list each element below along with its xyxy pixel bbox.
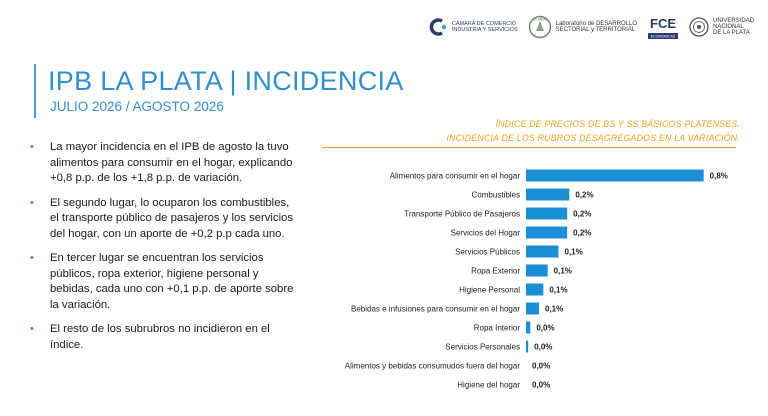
category-label: Ropa Interior [474,324,521,333]
category-label: Ropa Exterior [471,267,520,276]
chart-title-rule [322,147,736,148]
lab-line1: Laboratorio de DESARROLLO [555,21,637,27]
bar [526,207,568,220]
camara-comercio-mark [429,18,447,36]
value-label: 0,1% [565,248,583,257]
category-label: Combustibles [472,191,520,200]
fce-logo: FCE ECONÓMICAS [647,14,679,40]
bar [526,226,568,239]
category-label: Servicios del Hogar [451,229,521,238]
bar [526,321,531,334]
unlp-seal [689,17,709,37]
finding-item: El segundo lugar, lo ocuparon los combus… [28,196,296,243]
camara-line2: INDUSTRIA Y SERVICIOS [451,27,518,33]
fce-line: ECONÓMICAS [651,34,676,39]
value-label: 0,0% [532,381,550,390]
unlp-logo: UNIVERSIDAD NACIONAL DE LA PLATA [689,17,754,37]
category-label: Higiene Personal [459,286,520,295]
laboratorio-badge: 10 AÑOS [528,15,551,39]
finding-item: En tercer lugar se encuentran los servic… [28,251,296,313]
category-label: Alimentos y bebidas consumudos fuera del… [345,362,521,371]
value-label: 0,1% [549,286,567,295]
bar [526,283,544,296]
bar [526,169,704,182]
unlp-line1: UNIVERSIDAD [712,18,754,24]
page-subtitle: JULIO 2026 / AGOSTO 2026 [50,99,224,114]
category-label: Servicios Públicos [455,248,520,257]
camara-comercio-logo: CÁMARA DE COMERCIO INDUSTRIA Y SERVICIOS [428,18,518,36]
category-label: Higiene del hogar [457,381,520,390]
category-label: Bebidas e infusiones para consumir en el… [351,305,520,314]
fce-mark: FCE ECONÓMICAS [647,16,678,39]
bar [526,340,529,353]
value-label: 0,0% [536,324,554,333]
category-label: Servicios Personales [445,343,520,352]
category-label: Alimentos para consumir en el hogar [390,172,521,181]
value-label: 0,0% [534,343,552,352]
value-label: 0,0% [532,362,550,371]
value-label: 0,1% [545,305,563,314]
value-label: 0,2% [575,191,593,200]
bar [526,302,539,315]
bar [526,245,559,258]
bar [526,264,548,277]
value-label: 0,8% [710,172,728,181]
incidence-bar-chart: Alimentos para consumir en el hogar 0,8% C… [345,169,728,390]
finding-item: El resto de los subrubros no incidieron … [28,322,296,353]
finding-item: La mayor incidencia en el IPB de agosto … [28,140,296,187]
page-title: IPB LA PLATA | INCIDENCIA [48,66,404,96]
laboratorio-logo: 10 AÑOS Laboratorio de DESARROLLO SECTOR… [528,15,637,39]
unlp-line3: DE LA PLATA [712,30,750,36]
title-accent-rule [34,64,36,118]
category-label: Transporte Público de Pasajeros [404,210,520,219]
value-label: 0,2% [573,229,591,238]
camara-line1: CÁMARA DE COMERCIO [451,21,517,27]
unlp-line2: NACIONAL [712,24,744,30]
anios-text: 10 AÑOS [533,17,546,22]
findings-list: La mayor incidencia en el IPB de agosto … [28,140,296,362]
fce-mark-text: FCE [650,16,676,31]
partner-logos: CÁMARA DE COMERCIO INDUSTRIA Y SERVICIOS… [428,14,754,40]
chart-title: ÍNDICE DE PRECIOS DE BS Y SS BÁSICOS PLA… [446,117,740,145]
value-label: 0,1% [554,267,572,276]
bar [526,188,570,201]
value-label: 0,2% [573,210,591,219]
chart-title-line2: INCIDENCIA DE LOS RUBROS DESAGREGADOS EN… [446,133,740,143]
chart-title-line1: ÍNDICE DE PRECIOS DE BS Y SS BÁSICOS PLA… [495,119,740,129]
lab-line2: SECTORIAL y TERRITORIAL [555,27,636,33]
